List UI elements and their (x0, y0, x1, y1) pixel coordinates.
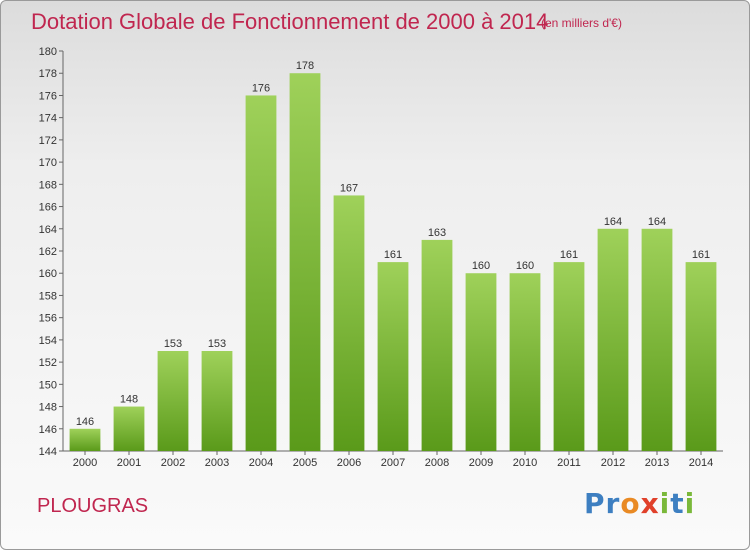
chart-subtitle: (en milliers d'€) (541, 16, 622, 30)
data-label: 146 (76, 416, 94, 428)
bar (641, 228, 673, 451)
bar (113, 406, 145, 451)
x-tick-label: 2014 (689, 457, 713, 469)
y-tick-label: 164 (39, 224, 57, 236)
y-tick-label: 146 (39, 424, 57, 436)
y-tick-label: 162 (39, 246, 57, 258)
bar (685, 262, 717, 451)
data-label: 164 (604, 216, 622, 228)
logo-letter: o (620, 487, 641, 520)
logo-letter: i (684, 487, 696, 520)
chart-title: Dotation Globale de Fonctionnement de 20… (31, 9, 549, 34)
bar (201, 351, 233, 451)
bar (289, 73, 321, 451)
bar (509, 273, 541, 451)
bar (377, 262, 409, 451)
data-label: 178 (296, 60, 314, 72)
y-tick-label: 166 (39, 202, 57, 214)
x-tick-label: 2010 (513, 457, 537, 469)
data-label: 176 (252, 82, 270, 94)
x-tick-label: 2004 (249, 457, 273, 469)
logo-letter: i (659, 487, 671, 520)
data-label: 167 (340, 182, 358, 194)
y-tick-label: 180 (39, 46, 57, 58)
logo-letter: r (605, 487, 621, 520)
data-label: 153 (164, 338, 182, 350)
logo-letter: t (670, 487, 685, 520)
x-tick-label: 2005 (293, 457, 317, 469)
x-tick-label: 2009 (469, 457, 493, 469)
x-tick-label: 2006 (337, 457, 361, 469)
y-tick-label: 158 (39, 290, 57, 302)
x-tick-label: 2002 (161, 457, 185, 469)
x-tick-label: 2013 (645, 457, 669, 469)
commune-name: PLOUGRAS (37, 495, 149, 517)
data-label: 164 (648, 216, 666, 228)
logo-letter: x (640, 487, 660, 520)
bar (69, 428, 101, 451)
bar (157, 351, 189, 451)
y-tick-label: 172 (39, 135, 57, 147)
data-label: 148 (120, 394, 138, 406)
bar (245, 95, 277, 451)
data-label: 160 (472, 260, 490, 272)
y-tick-label: 170 (39, 157, 57, 169)
x-tick-label: 2001 (117, 457, 141, 469)
bar (597, 228, 629, 451)
y-tick-label: 174 (39, 113, 57, 125)
data-label: 161 (692, 249, 710, 261)
x-tick-label: 2000 (73, 457, 97, 469)
y-tick-label: 152 (39, 357, 57, 369)
x-tick-label: 2007 (381, 457, 405, 469)
data-label: 163 (428, 227, 446, 239)
x-tick-label: 2012 (601, 457, 625, 469)
y-tick-label: 178 (39, 68, 57, 80)
x-tick-label: 2003 (205, 457, 229, 469)
bar (333, 195, 365, 451)
data-label: 160 (516, 260, 534, 272)
y-tick-label: 168 (39, 179, 57, 191)
y-tick-label: 154 (39, 335, 57, 347)
y-tick-label: 150 (39, 379, 57, 391)
y-tick-label: 176 (39, 90, 57, 102)
data-label: 161 (560, 249, 578, 261)
y-tick-label: 156 (39, 313, 57, 325)
x-tick-label: 2008 (425, 457, 449, 469)
y-tick-label: 148 (39, 402, 57, 414)
bar (465, 273, 497, 451)
data-label: 153 (208, 338, 226, 350)
bar (553, 262, 585, 451)
x-tick-label: 2011 (557, 457, 581, 469)
logo-letter: P (584, 487, 606, 520)
proxiti-logo[interactable]: Proxiti (584, 487, 695, 520)
data-label: 161 (384, 249, 402, 261)
y-tick-label: 160 (39, 268, 57, 280)
y-tick-label: 144 (39, 446, 57, 458)
bar (421, 239, 453, 451)
